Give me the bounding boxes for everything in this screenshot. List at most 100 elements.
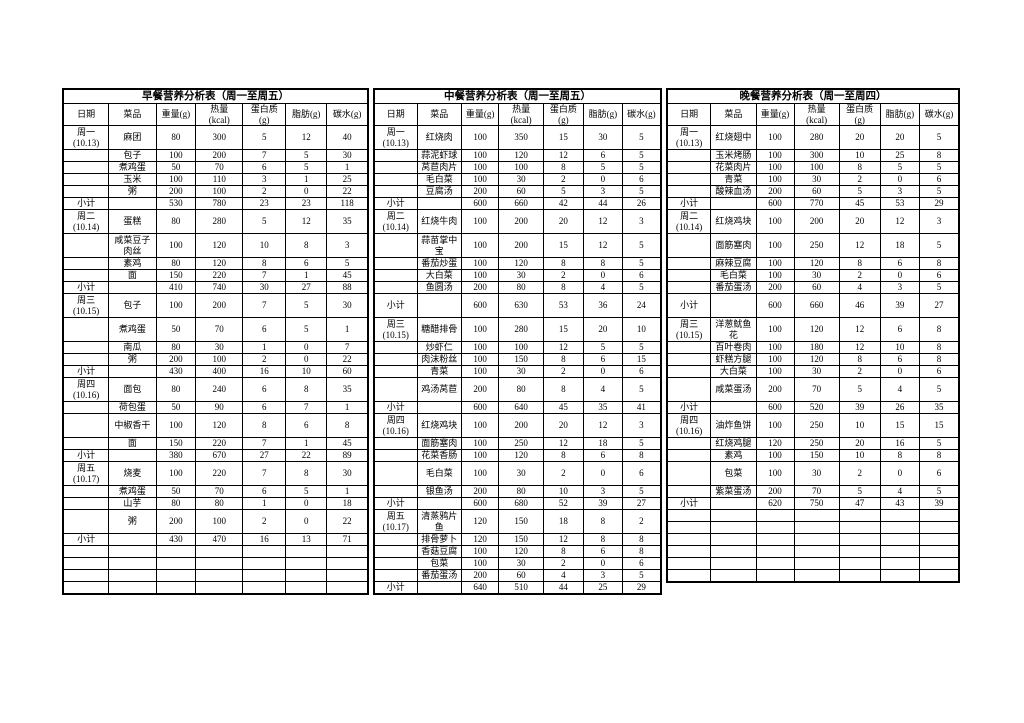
carbs-cell: 5: [621, 437, 662, 450]
dish-cell: 烧麦: [108, 461, 157, 486]
protein-cell: 15: [542, 125, 584, 150]
calories-cell: 120: [498, 545, 544, 558]
protein-cell: 2: [242, 185, 287, 198]
dish-cell: 红烧牛肉: [416, 209, 463, 234]
protein-cell: 2: [838, 461, 881, 486]
dish-cell: 酸辣血汤: [710, 185, 757, 198]
carbs-cell: 27: [919, 293, 960, 318]
date-cell: [62, 413, 110, 438]
protein-cell: 10: [838, 149, 881, 162]
date-cell: [373, 281, 418, 294]
carbs-cell: [326, 557, 369, 570]
dish-row: 咸菜蛋汤 200 70 5 4 5: [666, 377, 960, 402]
dish-cell: 咸菜豆子肉丝: [108, 233, 157, 258]
dish-cell: [710, 521, 757, 534]
protein-cell: 8: [542, 257, 584, 270]
dish-cell: 素鸡: [108, 257, 157, 270]
column-header: 重量(g): [155, 103, 197, 126]
carbs-cell: 30: [326, 149, 369, 162]
dish-row: 香菇豆腐 100 120 8 6 8: [373, 545, 662, 558]
calories-cell: 60: [793, 185, 840, 198]
dish-cell: 煮鸡蛋: [108, 161, 157, 174]
weight-cell: 100: [755, 341, 795, 354]
dish-cell: [416, 197, 463, 210]
protein-cell: 16: [242, 533, 287, 546]
weight-cell: 100: [755, 449, 795, 462]
date-cell: [666, 173, 712, 186]
date-cell: [666, 341, 712, 354]
calories-cell: 70: [195, 161, 244, 174]
calories-cell: 220: [195, 269, 244, 282]
empty-row: [666, 545, 960, 558]
fat-cell: [285, 569, 328, 582]
column-header: 热量 (kcal): [498, 103, 544, 126]
weight-cell: 100: [755, 149, 795, 162]
fat-cell: 20: [582, 317, 623, 342]
dish-row: 周一 (10.13) 麻团 80 300 5 12 40: [62, 125, 369, 150]
carbs-cell: 6: [919, 461, 960, 486]
empty-row: [62, 545, 369, 558]
fat-cell: 7: [285, 401, 328, 414]
calories-cell: 110: [195, 173, 244, 186]
calories-cell: 350: [498, 125, 544, 150]
subtotal-row: 小计 620 750 47 43 39: [666, 497, 960, 510]
fat-cell: 1: [285, 173, 328, 186]
protein-cell: 3: [242, 173, 287, 186]
date-cell: 周五 (10.17): [62, 461, 110, 486]
calories-cell: 30: [498, 173, 544, 186]
dish-row: 番茄炒蛋 100 120 8 8 5: [373, 257, 662, 270]
carbs-cell: 5: [919, 161, 960, 174]
dish-row: 炒虾仁 100 100 12 5 5: [373, 341, 662, 354]
dish-cell: [710, 545, 757, 558]
fat-cell: 3: [582, 569, 623, 582]
weight-cell: 600: [461, 497, 500, 510]
carbs-cell: 1: [326, 317, 369, 342]
weight-cell: 200: [755, 281, 795, 294]
dish-row: 莴苣肉片 100 100 8 5 5: [373, 161, 662, 174]
protein-cell: 8: [542, 449, 584, 462]
carbs-cell: 8: [621, 533, 662, 546]
column-header: 脂肪(g): [285, 103, 328, 126]
fat-cell: 18: [582, 437, 623, 450]
fat-cell: 6: [285, 257, 328, 270]
weight-cell: 100: [461, 233, 500, 258]
carbs-cell: 5: [621, 257, 662, 270]
carbs-cell: 45: [326, 437, 369, 450]
dish-cell: [108, 449, 157, 462]
protein-cell: 12: [838, 341, 881, 354]
date-cell: [666, 149, 712, 162]
dish-cell: 麻辣豆腐: [710, 257, 757, 270]
date-cell: [666, 185, 712, 198]
calories-cell: 240: [195, 377, 244, 402]
fat-cell: 1: [285, 269, 328, 282]
column-header: 脂肪(g): [582, 103, 623, 126]
fat-cell: 5: [285, 293, 328, 318]
dish-cell: [416, 401, 463, 414]
date-cell: 小计: [373, 581, 418, 594]
weight-cell: 100: [461, 365, 500, 378]
weight-cell: 150: [155, 269, 197, 282]
calories-cell: 30: [498, 269, 544, 282]
empty-row: [666, 557, 960, 570]
date-cell: [666, 461, 712, 486]
subtotal-row: 小计 600 660 42 44 26: [373, 197, 662, 210]
fat-cell: 44: [582, 197, 623, 210]
calories-cell: 630: [498, 293, 544, 318]
fat-cell: 5: [285, 485, 328, 498]
dish-row: 青菜 100 30 2 0 6: [373, 365, 662, 378]
protein-cell: 27: [242, 449, 287, 462]
protein-cell: 5: [542, 185, 584, 198]
fat-cell: [879, 557, 921, 570]
weight-cell: 100: [461, 149, 500, 162]
calories-cell: [793, 569, 840, 582]
calories-cell: 100: [793, 161, 840, 174]
column-header: 重量(g): [755, 103, 795, 126]
weight-cell: 600: [755, 197, 795, 210]
protein-cell: 16: [242, 365, 287, 378]
column-header: 碳水(g): [621, 103, 662, 126]
column-header: 热量 (kcal): [195, 103, 244, 126]
dish-cell: [710, 509, 757, 522]
dish-cell: 炒虾仁: [416, 341, 463, 354]
date-cell: 周四 (10.16): [373, 413, 418, 438]
